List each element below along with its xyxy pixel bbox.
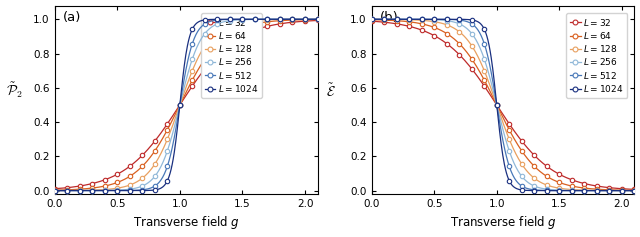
Y-axis label: $\tilde{\mathcal{P}}_2$: $\tilde{\mathcal{P}}_2$ (6, 80, 22, 100)
Text: (b): (b) (380, 11, 398, 24)
Legend: $L = 32$, $L = 64$, $L = 128$, $L = 256$, $L = 512$, $L = 1024$: $L = 32$, $L = 64$, $L = 128$, $L = 256$… (566, 13, 627, 97)
Y-axis label: $\tilde{\mathcal{E}}$: $\tilde{\mathcal{E}}$ (326, 82, 335, 100)
Text: (a): (a) (63, 11, 81, 24)
Legend: $L = 32$, $L = 64$, $L = 128$, $L = 256$, $L = 512$, $L = 1024$: $L = 32$, $L = 64$, $L = 128$, $L = 256$… (201, 13, 262, 97)
X-axis label: Transverse field $g$: Transverse field $g$ (132, 214, 239, 232)
X-axis label: Transverse field $g$: Transverse field $g$ (449, 214, 557, 232)
